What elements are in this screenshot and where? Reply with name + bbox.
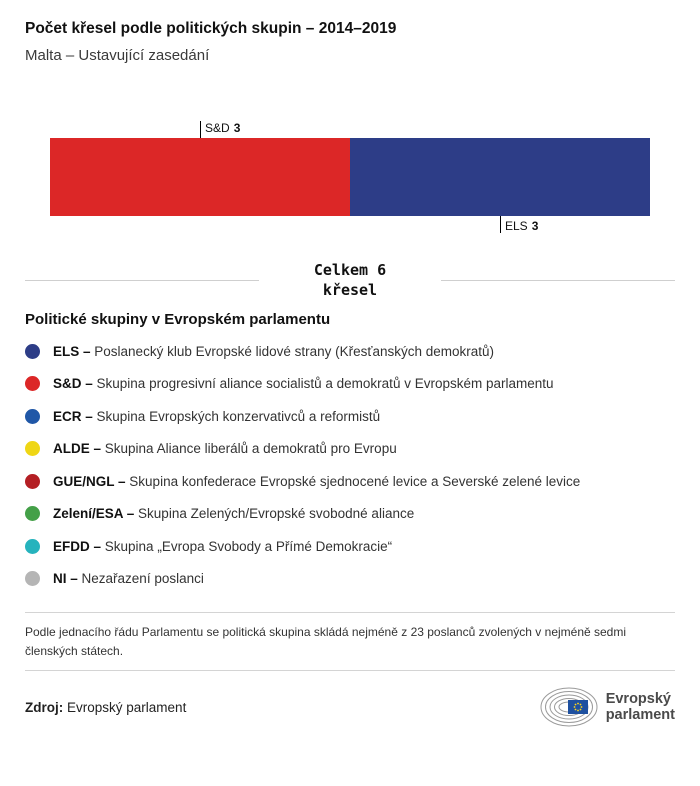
source-line: Zdroj: Evropský parlament bbox=[25, 700, 186, 715]
legend-item: NI – Nezařazení poslanci bbox=[25, 571, 675, 586]
legend-item: ECR – Skupina Evropských konzervativců a… bbox=[25, 408, 675, 424]
divider-line-left bbox=[25, 279, 259, 281]
legend-dot-icon bbox=[25, 376, 40, 391]
legend-item-text: S&D – Skupina progresivní aliance social… bbox=[53, 376, 554, 391]
seats-chart: S&D 3 ELS 3 bbox=[50, 121, 650, 233]
bottom-row: Zdroj: Evropský parlament bbox=[25, 685, 675, 729]
legend-item-text: ALDE – Skupina Aliance liberálů a demokr… bbox=[53, 441, 397, 456]
stacked-bar bbox=[50, 138, 650, 216]
ep-logo: Evropský parlament bbox=[538, 685, 675, 729]
bar-segment-els[interactable] bbox=[350, 138, 650, 216]
total-divider: Celkem 6 křesel bbox=[25, 260, 675, 301]
legend-item-text: EFDD – Skupina „Evropa Svobody a Přímé D… bbox=[53, 538, 393, 554]
source-value: Evropský parlament bbox=[67, 699, 187, 715]
total-seats-line1: Celkem 6 bbox=[313, 261, 387, 279]
legend-dot-icon bbox=[25, 538, 40, 554]
hemicycle-icon bbox=[540, 687, 598, 727]
legend-item-text: Zelení/ESA – Skupina Zelených/Evropské s… bbox=[53, 506, 415, 521]
legend-list: ELS – Poslanecký klub Evropské lidové st… bbox=[25, 343, 675, 586]
source-label: Zdroj: bbox=[25, 699, 64, 715]
eu-flag-icon bbox=[567, 700, 588, 715]
legend-item: ELS – Poslanecký klub Evropské lidové st… bbox=[25, 343, 675, 359]
legend-dot-icon bbox=[25, 441, 40, 456]
legend-dot-icon bbox=[25, 506, 40, 521]
bar-callout-s-d: S&D 3 bbox=[200, 121, 240, 138]
legend-item-text: ECR – Skupina Evropských konzervativců a… bbox=[53, 408, 381, 424]
bottom-divider bbox=[25, 670, 675, 672]
logo-text: Evropský parlament bbox=[606, 691, 675, 724]
total-seats-line2: křesel bbox=[322, 281, 378, 300]
legend-item: GUE/NGL – Skupina konfederace Evropské s… bbox=[25, 473, 675, 489]
page-title: Počet křesel podle politických skupin – … bbox=[25, 20, 397, 37]
bar-callout-els: ELS 3 bbox=[500, 216, 538, 233]
page-subtitle: Malta – Ustavující zasedání bbox=[25, 47, 210, 64]
legend-item: EFDD – Skupina „Evropa Svobody a Přímé D… bbox=[25, 538, 675, 554]
footnote-divider bbox=[25, 612, 675, 613]
legend-item-text: ELS – Poslanecký klub Evropské lidové st… bbox=[53, 343, 495, 359]
legend-dot-icon bbox=[25, 343, 40, 359]
legend-item-text: NI – Nezařazení poslanci bbox=[53, 571, 204, 586]
legend-dot-icon bbox=[25, 571, 40, 586]
legend-item-text: GUE/NGL – Skupina konfederace Evropské s… bbox=[53, 473, 581, 489]
legend-heading: Politické skupiny v Evropském parlamentu bbox=[25, 310, 331, 328]
footnote-text: Podle jednacího řádu Parlamentu se polit… bbox=[25, 625, 627, 659]
legend-item: Zelení/ESA – Skupina Zelených/Evropské s… bbox=[25, 506, 675, 521]
legend-dot-icon bbox=[25, 408, 40, 424]
logo-text-line2: parlament bbox=[605, 707, 675, 724]
legend-dot-icon bbox=[25, 473, 40, 489]
legend-item: ALDE – Skupina Aliance liberálů a demokr… bbox=[25, 441, 675, 456]
legend-item: S&D – Skupina progresivní aliance social… bbox=[25, 376, 675, 391]
divider-line-right bbox=[441, 279, 675, 281]
logo-text-line1: Evropský bbox=[605, 690, 671, 707]
bar-segment-s-d[interactable] bbox=[50, 138, 350, 216]
total-seats-label: Celkem 6 křesel bbox=[259, 260, 441, 301]
